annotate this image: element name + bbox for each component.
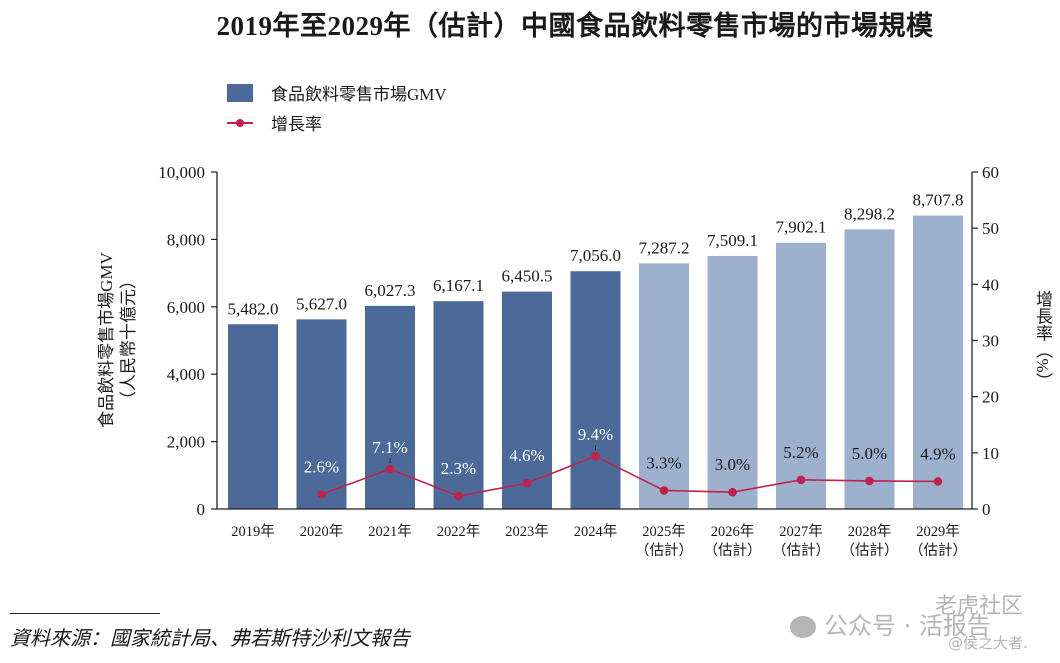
x-tick-sublabel: （估計） xyxy=(704,542,762,559)
bar-value-label: 5,482.0 xyxy=(228,299,279,318)
y-axis-left-label: 食品飲料零售市場GMV （人民幣十億元） xyxy=(96,252,140,428)
bar-2019年 xyxy=(228,324,278,509)
bar-2025年 xyxy=(639,263,689,509)
growth-point-2025年 xyxy=(659,486,669,495)
growth-value-label: 2.3% xyxy=(441,459,476,478)
bar-value-label: 7,902.1 xyxy=(776,218,827,237)
y-tick-label-left: 6,000 xyxy=(167,298,205,317)
bar-value-label: 7,056.0 xyxy=(570,246,621,265)
x-tick-label: 2019年 xyxy=(231,523,275,540)
bar-2021年 xyxy=(365,305,415,509)
legend-label-gmv: 食品飲料零售市場GMV xyxy=(271,85,447,104)
y-tick-label-right: 50 xyxy=(982,219,999,238)
legend-label-growth: 增長率 xyxy=(271,115,322,134)
y-tick-label-right: 40 xyxy=(982,275,999,294)
legend-item-growth: 增長率 xyxy=(227,110,322,135)
legend-swatch-bar xyxy=(227,83,253,102)
legend-item-gmv: 食品飲料零售市場GMV xyxy=(227,80,447,105)
growth-point-2023年 xyxy=(522,478,532,488)
y-tick-label-left: 2,000 xyxy=(167,433,205,452)
growth-value-label: 5.0% xyxy=(852,444,887,463)
growth-value-label: 4.9% xyxy=(920,444,955,463)
watermark-line2-text: 公众号 · 活报告 xyxy=(824,612,991,640)
growth-point-2029年 xyxy=(933,477,943,486)
y-tick-label-left: 0 xyxy=(197,500,206,519)
growth-value-label: 4.6% xyxy=(509,446,544,465)
growth-point-2020年 xyxy=(317,490,326,499)
growth-point-2026年 xyxy=(728,487,737,497)
growth-value-label: 5.2% xyxy=(783,443,818,462)
growth-point-2021年 xyxy=(385,464,395,474)
y-axis-left-label-line1: 食品飲料零售市場GMV xyxy=(97,252,116,428)
legend-swatch-line xyxy=(227,114,253,132)
growth-point-2024年 xyxy=(591,451,600,461)
bar-2027年 xyxy=(776,242,826,510)
bar-value-label: 7,509.1 xyxy=(707,231,758,250)
bar-value-label: 8,298.2 xyxy=(844,204,895,223)
wechat-icon xyxy=(790,616,816,638)
chart-title: 2019年至2029年（估計）中國食品飲料零售市場的市場規模 xyxy=(216,11,934,41)
x-tick-sublabel: （估計） xyxy=(635,542,693,559)
x-tick-label: 2023年 xyxy=(505,523,549,540)
y-axis-left-label-line2: （人民幣十億元） xyxy=(119,272,138,409)
x-tick-label: 2021年 xyxy=(368,523,412,540)
growth-value-label: 3.3% xyxy=(646,453,681,472)
bar-value-label: 7,287.2 xyxy=(639,238,690,257)
bar-value-label: 6,027.3 xyxy=(365,281,416,300)
x-tick-label: 2020年 xyxy=(300,523,344,540)
y-tick-label-right: 10 xyxy=(982,444,999,463)
watermark-line2: 公众号 · 活报告 xyxy=(790,606,991,641)
y-tick-label-left: 4,000 xyxy=(167,365,205,384)
bar-2026年 xyxy=(707,255,758,509)
growth-value-label: 9.4% xyxy=(578,425,613,444)
source-note: 資料來源：國家統計局、弗若斯特沙利文報告 xyxy=(10,628,410,650)
growth-value-label: 2.6% xyxy=(304,457,339,476)
x-tick-label: 2022年 xyxy=(437,523,481,540)
y-tick-label-right: 20 xyxy=(982,388,999,407)
y-axis-right-label: 增長率（%） xyxy=(1033,290,1052,390)
y-tick-label-left: 10,000 xyxy=(158,163,205,182)
bar-value-label: 6,450.5 xyxy=(502,267,553,286)
growth-point-2028年 xyxy=(865,476,874,486)
watermark-line3: @侯之大者. xyxy=(948,634,1028,652)
x-tick-label: 2024年 xyxy=(574,523,618,540)
x-tick-label: 2029年 xyxy=(916,523,960,540)
x-tick-label: 2025年 xyxy=(642,523,686,540)
bar-value-label: 6,167.1 xyxy=(433,276,484,295)
source-rule xyxy=(10,613,160,614)
x-tick-sublabel: （估計） xyxy=(772,542,830,559)
x-tick-sublabel: （估計） xyxy=(909,542,967,559)
y-tick-label-right: 30 xyxy=(982,332,999,351)
y-tick-label-right: 60 xyxy=(982,163,999,182)
bar-2028年 xyxy=(844,229,895,510)
y-tick-label-right: 0 xyxy=(982,500,991,519)
growth-point-2022年 xyxy=(454,491,463,501)
bar-value-label: 5,627.0 xyxy=(296,294,347,313)
growth-value-label: 7.1% xyxy=(372,438,407,457)
bar-2020年 xyxy=(296,319,347,509)
watermark-line1: 老虎社区 xyxy=(935,594,1024,619)
bar-2022年 xyxy=(433,301,484,509)
x-tick-label: 2027年 xyxy=(779,523,823,540)
x-tick-sublabel: （估計） xyxy=(841,542,899,559)
bar-value-label: 8,707.8 xyxy=(913,191,964,210)
growth-point-2027年 xyxy=(796,475,806,485)
bar-2023年 xyxy=(502,291,552,509)
growth-value-label: 3.0% xyxy=(715,455,750,474)
y-tick-label-left: 8,000 xyxy=(167,230,205,249)
x-tick-label: 2026年 xyxy=(711,523,755,540)
growth-line xyxy=(321,455,939,497)
bar-2029年 xyxy=(913,215,963,510)
bar-2024年 xyxy=(570,271,621,509)
x-tick-label: 2028年 xyxy=(848,523,892,540)
